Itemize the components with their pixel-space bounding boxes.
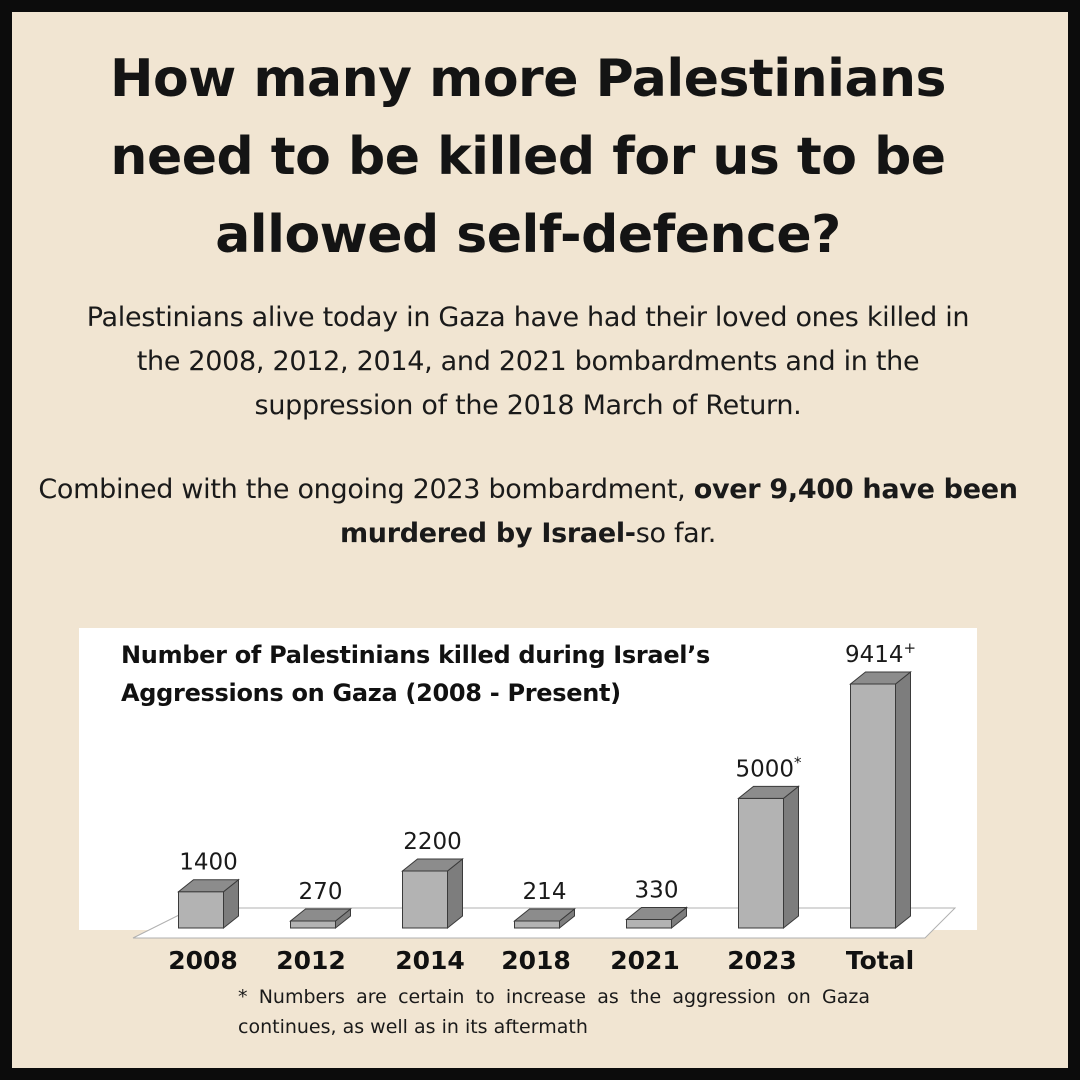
summary-paragraph: Combined with the ongoing 2023 bombardme… — [30, 468, 1026, 556]
summary-lead: Combined with the ongoing 2023 bombardme… — [38, 474, 694, 505]
bar-2018 — [514, 920, 560, 929]
bar-side-total — [895, 670, 911, 930]
summary-tail: so far. — [635, 518, 717, 549]
value-label-2014: 2200 — [403, 829, 462, 855]
bar-2021 — [626, 918, 672, 929]
bar-top-2012 — [289, 908, 352, 922]
value-label-total: 9414+ — [845, 639, 916, 668]
value-label-mark-2023: * — [794, 753, 802, 771]
category-label-2023: 2023 — [727, 946, 797, 975]
bar-2014 — [402, 870, 448, 929]
category-label-2021: 2021 — [610, 946, 680, 975]
intro-paragraph: Palestinians alive today in Gaza have ha… — [86, 302, 970, 421]
bar-2008 — [178, 891, 224, 929]
category-label-2012: 2012 — [276, 946, 346, 975]
value-label-2018: 214 — [523, 879, 567, 905]
bar-top-2014 — [401, 858, 464, 872]
category-label-2014: 2014 — [395, 946, 465, 975]
bar-2012 — [290, 920, 336, 929]
value-label-2012: 270 — [299, 879, 343, 905]
headline: How many more Palestinians need to be ki… — [109, 49, 947, 265]
bar-top-total — [849, 671, 912, 685]
bar-top-2018 — [513, 908, 576, 922]
category-label-2018: 2018 — [501, 946, 571, 975]
bar-total — [850, 683, 896, 929]
bar-top-2008 — [177, 879, 240, 893]
bar-top-2023 — [737, 785, 800, 799]
bar-top-2021 — [625, 906, 688, 920]
value-label-2008: 1400 — [179, 850, 238, 876]
summary-bold-claim: over 9,400 have been murdered by Israel- — [339, 474, 1018, 549]
value-label-2023: 5000* — [735, 753, 802, 782]
value-label-2021: 330 — [635, 877, 679, 903]
bar-2023 — [738, 797, 784, 929]
bar-side-2023 — [783, 785, 799, 930]
category-label-total: Total — [846, 946, 914, 975]
chart-title: Number of Palestinians killed during Isr… — [121, 641, 711, 707]
footnote: * Numbers are certain to increase as the… — [238, 986, 870, 1038]
category-label-2008: 2008 — [168, 946, 238, 975]
value-label-mark-total: + — [903, 639, 916, 657]
